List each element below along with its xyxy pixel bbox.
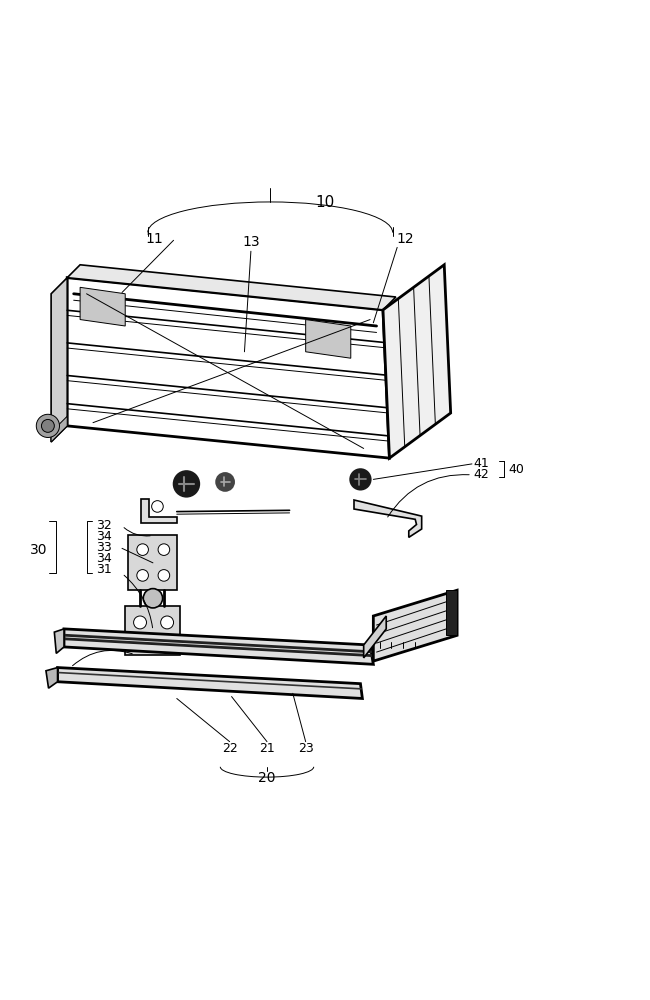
Circle shape — [158, 570, 170, 581]
Text: 20: 20 — [258, 771, 276, 785]
Text: 30: 30 — [30, 543, 47, 557]
Text: 31: 31 — [96, 563, 112, 576]
Circle shape — [161, 616, 174, 629]
Circle shape — [136, 544, 148, 555]
Text: 40: 40 — [509, 463, 525, 476]
Circle shape — [151, 501, 163, 512]
Text: 42: 42 — [473, 468, 489, 481]
Circle shape — [136, 570, 148, 581]
Circle shape — [216, 473, 234, 491]
Circle shape — [350, 469, 370, 490]
Text: 12: 12 — [396, 232, 414, 246]
Circle shape — [134, 616, 146, 629]
Circle shape — [42, 419, 55, 432]
Text: 34: 34 — [96, 530, 112, 543]
Text: 11: 11 — [146, 232, 163, 246]
Text: 33: 33 — [96, 541, 112, 554]
Polygon shape — [58, 668, 363, 698]
Polygon shape — [373, 590, 457, 661]
Text: 34: 34 — [96, 552, 112, 565]
Polygon shape — [80, 287, 125, 326]
Text: 13: 13 — [242, 235, 260, 249]
Polygon shape — [445, 590, 457, 635]
Polygon shape — [51, 278, 67, 442]
Polygon shape — [67, 265, 396, 310]
Circle shape — [36, 414, 60, 437]
Polygon shape — [125, 606, 180, 655]
Polygon shape — [306, 320, 351, 358]
Text: 23: 23 — [298, 742, 313, 755]
Polygon shape — [51, 416, 67, 442]
Circle shape — [174, 471, 200, 497]
Polygon shape — [64, 629, 373, 664]
Text: 21: 21 — [259, 742, 275, 755]
Text: 10: 10 — [315, 195, 335, 210]
Circle shape — [158, 544, 170, 555]
Polygon shape — [383, 265, 450, 458]
Polygon shape — [141, 499, 177, 523]
Circle shape — [143, 589, 162, 608]
Text: 41: 41 — [473, 457, 489, 470]
Polygon shape — [363, 616, 386, 658]
Polygon shape — [354, 500, 422, 537]
Text: 22: 22 — [222, 742, 237, 755]
Polygon shape — [129, 535, 177, 590]
Text: 32: 32 — [96, 519, 112, 532]
Polygon shape — [46, 668, 58, 688]
Polygon shape — [55, 629, 64, 653]
